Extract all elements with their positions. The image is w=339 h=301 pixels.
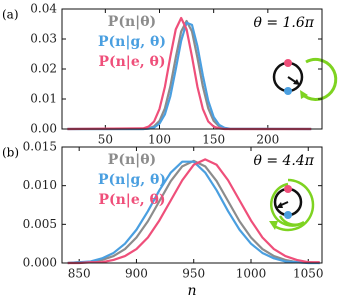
legend-entry: P(n|θ) [108,14,156,30]
y-tick-label: 0.00 [30,122,57,136]
series-line [67,158,320,265]
plot-frame [61,146,323,264]
y-tick-label: 0.000 [23,256,57,270]
x-tick-label: 100 [148,133,171,147]
y-tick-label: 0.005 [23,217,57,231]
bloch-icon [269,178,315,232]
y-tick-label: 0.010 [23,178,57,192]
annotation: θ = 4.4π [253,153,314,169]
annotation: θ = 1.6π [253,15,314,31]
legend-entry: P(n|g, θ) [98,34,166,50]
bloch-icon [272,57,338,101]
x-tick-label: 200 [256,133,279,147]
y-tick-label: 0.015 [23,140,57,154]
y-tick-label: 0.03 [30,32,57,46]
panel-label: (a) [2,8,19,22]
x-tick-label: 1000 [236,267,267,281]
legend-entry: P(n|e, θ) [98,54,165,70]
x-tick-label: 850 [68,267,91,281]
legend-entry: P(n|θ) [108,152,156,168]
plot-frame [61,8,323,130]
panel-label: (b) [2,146,19,160]
x-axis-label: n [187,283,196,299]
x-tick-label: 50 [98,133,113,147]
legend-entry: P(n|e, θ) [98,192,165,208]
series-line [67,160,320,265]
x-tick-label: 950 [182,267,205,281]
series-line [67,16,312,131]
y-tick-label: 0.02 [30,62,57,76]
x-tick-label: 150 [202,133,225,147]
y-tick-label: 0.01 [30,92,57,106]
x-tick-label: 1050 [293,267,324,281]
y-tick-label: 0.04 [30,2,57,16]
series-line [67,21,312,131]
x-tick-label: 900 [125,267,148,281]
legend-entry: P(n|g, θ) [98,172,166,188]
